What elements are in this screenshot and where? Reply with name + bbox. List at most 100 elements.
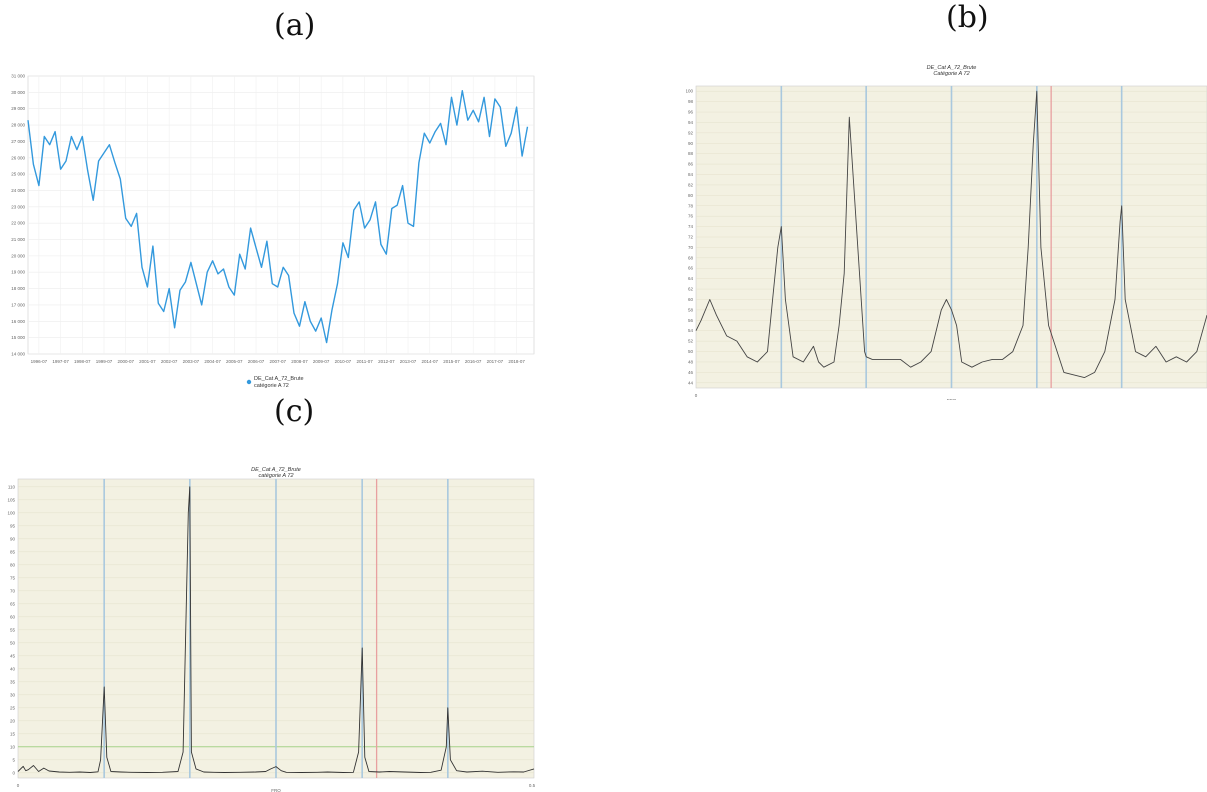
x-tick-label: 2002-07 (161, 359, 178, 364)
x-tick-label: 2011-07 (357, 359, 374, 364)
y-tick-label: 85 (10, 549, 16, 554)
y-tick-label: 56 (688, 318, 694, 323)
y-tick-label: 45 (10, 653, 16, 658)
panel-label-b: (b) (946, 0, 989, 35)
y-tick-label: 44 (688, 380, 694, 385)
y-tick-label: 105 (7, 497, 15, 502)
y-tick-label: 50 (10, 640, 16, 645)
y-tick-label: 72 (688, 235, 694, 240)
y-tick-label: 94 (688, 120, 694, 125)
y-tick-label: 25 000 (11, 172, 25, 177)
y-tick-label: 0 (12, 770, 15, 775)
y-tick-label: 25 (10, 705, 16, 710)
chart-subtitle: catégorie A 72 (258, 473, 293, 479)
y-tick-label: 15 000 (11, 335, 25, 340)
x-tick-label: 2016-07 (465, 359, 482, 364)
y-tick-label: 90 (688, 141, 694, 146)
y-tick-label: 86 (688, 162, 694, 167)
y-tick-label: 92 (688, 130, 694, 135)
y-tick-label: 20 000 (11, 253, 25, 258)
legend-sublabel: catégorie A 72 (254, 383, 289, 389)
time-series-chart: 14 000 15 000 16 000 17 000 18 000 19 000 20 0… (11, 74, 535, 389)
y-tick-label: 10 (10, 744, 16, 749)
x-tick-label: 2007-07 (269, 359, 286, 364)
chart-subtitle: Catégorie A 72 (933, 71, 969, 77)
y-tick-label: 60 (688, 297, 694, 302)
plot-area (27, 75, 535, 355)
y-tick-label: 96 (688, 110, 694, 115)
x-axis-label: FRQ (271, 788, 281, 792)
y-tick-label: 50 (688, 349, 694, 354)
series-line (27, 90, 529, 344)
x-tick-label: 2009-07 (313, 359, 330, 364)
x-tick-label: 2018-07 (508, 359, 525, 364)
y-tick-label: 70 (688, 245, 694, 250)
y-tick-label: 60 (10, 614, 16, 619)
y-tick-label: 90 (10, 536, 16, 541)
y-tick-label: 48 (688, 359, 694, 364)
legend-marker (246, 379, 252, 385)
y-tick-label: 100 (7, 510, 15, 515)
x-tick-label: 2013-07 (400, 359, 417, 364)
y-tick-label: 30 (10, 692, 16, 697)
y-tick-label: 46 (688, 370, 694, 375)
y-tick-label: 68 (688, 255, 694, 260)
spectrum-line (17, 486, 535, 773)
x-tick-label: 2001-07 (139, 359, 156, 364)
y-tick-label: 64 (688, 276, 694, 281)
y-tick-label: 20 (10, 718, 16, 723)
y-tick-label: 66 (688, 266, 694, 271)
x-tick-label: 0 (17, 783, 20, 788)
x-tick-label: 2010-07 (335, 359, 352, 364)
y-tick-label: 52 (688, 339, 694, 344)
y-tick-label: 76 (688, 214, 694, 219)
y-tick-label: 75 (10, 575, 16, 580)
y-tick-label: 100 (686, 89, 693, 94)
y-tick-label: 55 (10, 627, 16, 632)
y-tick-label: 65 (10, 601, 16, 606)
y-tick-label: 26 000 (11, 155, 25, 160)
y-tick-label: 5 (12, 757, 15, 762)
y-tick-label: 23 000 (11, 204, 25, 209)
x-tick-label: 1998-07 (74, 359, 91, 364)
y-tick-label: 58 (688, 307, 694, 312)
x-tick-label: 2003-07 (183, 359, 200, 364)
y-tick-label: 54 (688, 328, 694, 333)
y-tick-label: 88 (688, 151, 694, 156)
y-tick-label: 21 000 (11, 237, 25, 242)
y-tick-label: 14 000 (11, 352, 25, 357)
y-tick-label: 16 000 (11, 319, 25, 324)
y-tick-label: 15 (10, 731, 16, 736)
panel-label-c: (c) (274, 394, 315, 429)
y-tick-label: 30 000 (11, 90, 25, 95)
y-tick-label: 19 000 (11, 270, 25, 275)
chart-title: DE_Cat A_72_Brute (927, 65, 977, 71)
y-tick-label: 18 000 (11, 286, 25, 291)
y-tick-label: 31 000 (11, 74, 25, 79)
y-tick-label: 40 (10, 666, 16, 671)
x-tick-label: 1996-07 (31, 359, 48, 364)
y-tick-label: 22 000 (11, 221, 25, 226)
y-tick-label: 98 (688, 99, 694, 104)
x-tick-label: 2012-07 (378, 359, 395, 364)
y-tick-label: 78 (688, 203, 694, 208)
x-axis-label: FRQ (947, 398, 957, 400)
x-tick-label: 0.5 (529, 783, 536, 788)
y-tick-label: 28 000 (11, 123, 25, 128)
x-tick-label: 2006-07 (248, 359, 265, 364)
y-tick-label: 82 (688, 182, 694, 187)
x-tick-label: 0 (695, 393, 698, 398)
x-tick-label: 2000-07 (117, 359, 134, 364)
chart-title: DE_Cat A_72_Brute (251, 467, 301, 473)
y-tick-label: 24 000 (11, 188, 25, 193)
x-tick-label: 1999-07 (96, 359, 113, 364)
y-tick-label: 35 (10, 679, 16, 684)
y-tick-label: 110 (8, 484, 16, 489)
y-tick-label: 29 000 (11, 106, 25, 111)
y-tick-label: 74 (688, 224, 694, 229)
y-tick-label: 80 (10, 562, 16, 567)
x-tick-label: 2008-07 (291, 359, 308, 364)
y-tick-label: 84 (688, 172, 694, 177)
